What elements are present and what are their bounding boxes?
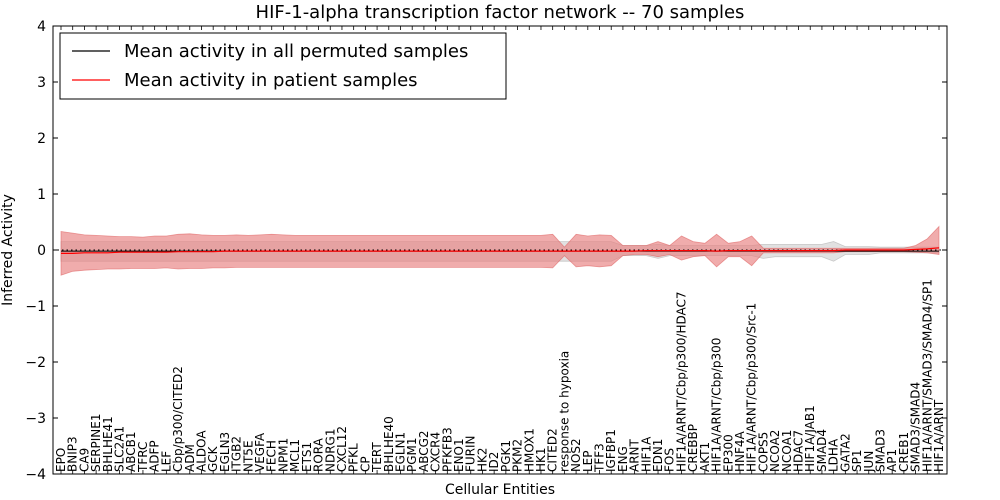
x-category-label: AP1 — [885, 449, 899, 472]
x-category-label: RORA — [312, 437, 326, 472]
x-category-label: COPS5 — [756, 432, 770, 472]
y-tick-label: 4 — [37, 19, 46, 35]
y-tick-label: 2 — [37, 131, 46, 147]
legend-permuted-label: Mean activity in all permuted samples — [124, 41, 468, 62]
x-category-label: ETS1 — [300, 442, 314, 472]
x-category-label: TERT — [370, 442, 384, 473]
x-category-label: EPO — [54, 448, 68, 472]
x-category-label: IGFBP1 — [604, 429, 618, 472]
x-category-label: HDAC7 — [792, 430, 806, 472]
x-category-label: NT5E — [241, 440, 255, 472]
x-category-label: NCOA1 — [780, 430, 794, 472]
x-category-label: EGLN1 — [394, 432, 408, 472]
y-tick-label: −2 — [25, 355, 46, 371]
patient-mean-line — [61, 247, 940, 254]
x-category-label: ABCB1 — [124, 432, 138, 472]
x-category-label: SERPINE1 — [89, 413, 103, 472]
x-category-label: PFKFB3 — [440, 427, 454, 472]
x-category-label: BHLHE41 — [101, 416, 115, 472]
x-category-label: CITED2 — [546, 428, 560, 472]
x-axis-label: Cellular Entities — [445, 482, 555, 498]
x-category-label: PFKL — [347, 443, 361, 472]
x-category-label: BNIP3 — [66, 436, 80, 472]
x-category-label: SLC2A1 — [113, 426, 127, 472]
y-tick-label: −3 — [25, 411, 46, 427]
x-category-label: FOS — [663, 448, 677, 472]
y-tick-label: 0 — [37, 243, 46, 259]
x-category-label: NOS2 — [569, 438, 583, 472]
x-category-label: CREBBP — [686, 424, 700, 472]
x-category-label: ALDOA — [195, 430, 209, 472]
x-category-label: HK1 — [534, 447, 548, 472]
x-category-label: HIF1A/ARNT/Cbp/p300/Src-1 — [745, 303, 759, 472]
x-category-label: EP300 — [721, 434, 735, 472]
x-category-label: NDRG1 — [323, 429, 337, 473]
x-category-label: EGLN3 — [218, 432, 232, 472]
x-category-label: ITGB2 — [230, 436, 244, 472]
x-category-label: LEF — [159, 451, 173, 472]
legend-box — [59, 32, 507, 100]
legend: Mean activity in all permuted samples Me… — [59, 32, 507, 100]
x-category-label: CREB1 — [897, 432, 911, 472]
x-category-label: HIF1A/ARNT/Cbp/p300 — [710, 338, 724, 472]
x-category-label: ADFP — [148, 440, 162, 472]
x-category-label: Cbp/p300/CITED2 — [171, 366, 185, 472]
x-category-label: MCL1 — [288, 439, 302, 472]
x-category-label: HIF1A/ARNT/SMAD3/SMAD4/SP1 — [920, 279, 934, 472]
chart-title: HIF-1-alpha transcription factor network… — [256, 2, 745, 23]
x-category-label: NCOA2 — [768, 430, 782, 472]
x-category-label: HK2 — [475, 447, 489, 472]
x-category-label: SMAD4 — [815, 429, 829, 472]
x-category-label: CXCL12 — [335, 426, 349, 472]
x-category-label: TFRC — [136, 442, 150, 473]
x-category-label: HMOX1 — [522, 428, 536, 472]
y-tick-label: −4 — [25, 467, 46, 483]
x-category-label: EDN1 — [651, 439, 665, 472]
legend-patient-label: Mean activity in patient samples — [124, 70, 418, 91]
x-category-label: ABCG2 — [417, 430, 431, 472]
x-category-label: JUN — [862, 451, 876, 473]
y-tick-label: 3 — [37, 75, 46, 91]
x-category-label: ADM — [183, 444, 197, 472]
x-category-label: VEGFA — [253, 432, 267, 472]
x-category-label: TFF3 — [593, 443, 607, 473]
x-category-label: HNF4A — [733, 430, 747, 472]
x-category-label: AKT1 — [698, 442, 712, 472]
x-category-label: SP1 — [850, 450, 864, 473]
x-category-label: FURIN — [464, 435, 478, 472]
x-category-label: PKM2 — [511, 439, 525, 472]
x-category-label: response to hypoxia — [557, 351, 571, 472]
x-category-label: GATA2 — [838, 433, 852, 472]
x-category-label: ARNT — [628, 438, 642, 472]
x-category-label: ENG — [616, 446, 630, 472]
x-category-label: HIF1A/ARNT — [932, 399, 946, 472]
y-axis-label: Inferred Activity — [0, 194, 16, 306]
x-category-label: ID2 — [487, 452, 501, 472]
x-category-label: PGK1 — [499, 440, 513, 472]
x-category-label: HIF1A/JAB1 — [803, 405, 817, 472]
x-category-label: LEP — [581, 450, 595, 472]
x-category-label: HIF1A — [639, 436, 653, 472]
x-category-label: CP — [358, 456, 372, 472]
y-tick-label: 1 — [37, 187, 46, 203]
x-category-label: PGM1 — [405, 437, 419, 472]
x-category-label: FECH — [265, 440, 279, 472]
x-category-label: LDHA — [827, 438, 841, 472]
x-category-label: GCK — [206, 445, 220, 472]
x-category-label: SMAD3 — [874, 429, 888, 472]
x-category-label: CA9 — [77, 448, 91, 472]
x-category-label: ENO1 — [452, 438, 466, 472]
x-category-label: HIF1A/ARNT/Cbp/p300/HDAC7 — [675, 291, 689, 472]
x-category-label: NPM1 — [276, 438, 290, 472]
x-category-label: CXCR4 — [429, 432, 443, 472]
x-category-label: SMAD3/SMAD4 — [909, 382, 923, 472]
y-tick-label: −1 — [25, 299, 46, 315]
x-category-label: BHLHE40 — [382, 416, 396, 472]
